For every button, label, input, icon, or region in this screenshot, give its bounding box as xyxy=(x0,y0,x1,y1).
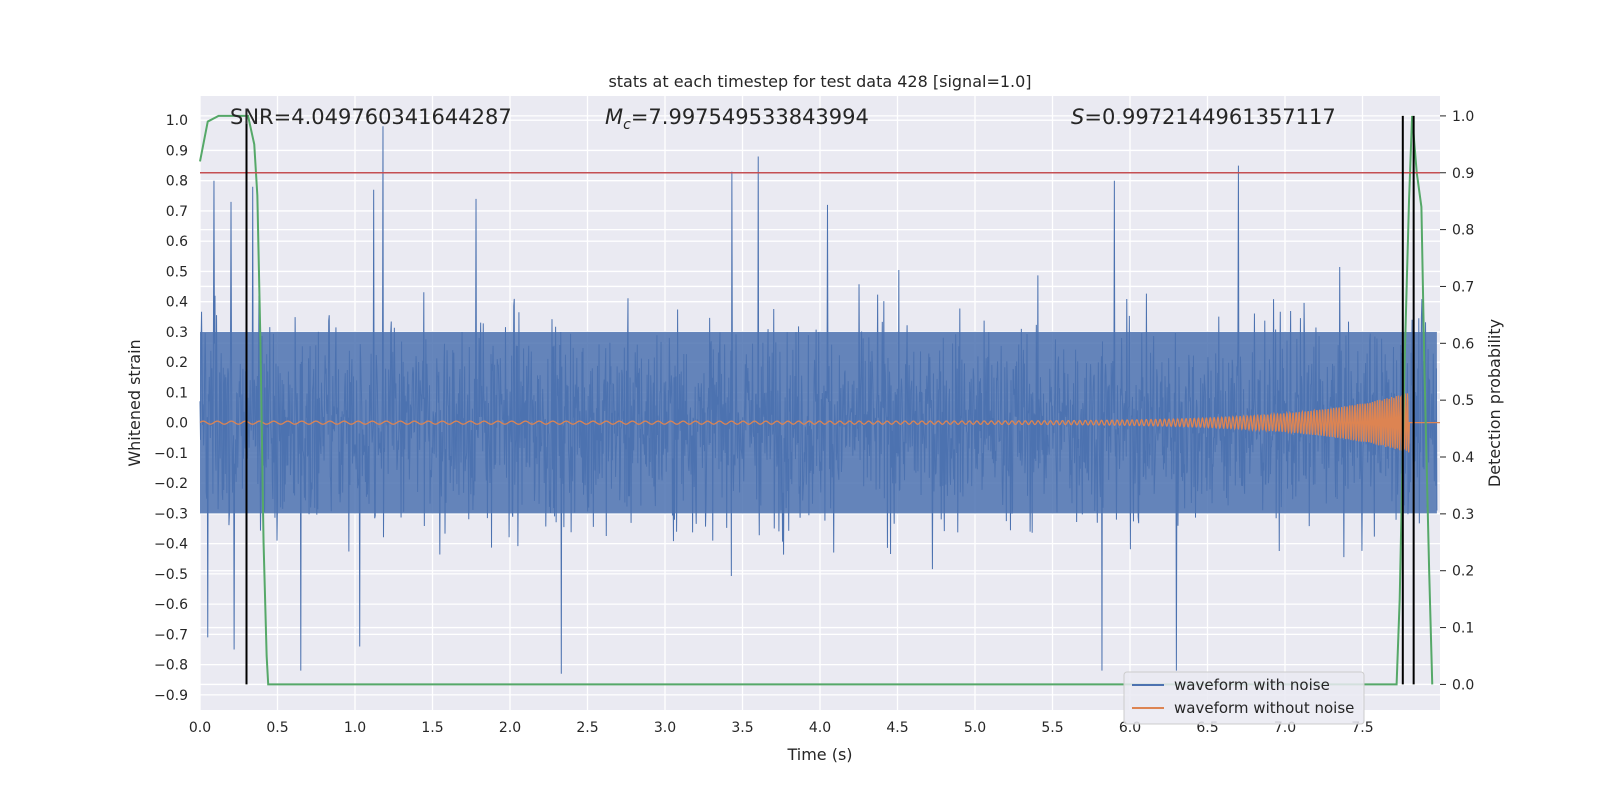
y-tick-label: 0.6 xyxy=(166,234,188,250)
y-tick-label: −0.1 xyxy=(154,446,188,462)
x-tick-label: 1.0 xyxy=(344,720,366,736)
x-tick-label: 5.0 xyxy=(964,720,986,736)
chirp-mass-subscript: c xyxy=(623,117,631,133)
y-tick-label: −0.7 xyxy=(154,627,188,643)
y-tick-label: 0.4 xyxy=(166,295,188,311)
y2-tick-label: 0.8 xyxy=(1452,223,1474,239)
y2-tick-label: 0.4 xyxy=(1452,450,1474,466)
y-tick-label: −0.9 xyxy=(154,688,188,704)
legend: waveform with noise waveform without noi… xyxy=(1123,671,1365,725)
snr-annotation: SNR=4.049760341644287 xyxy=(230,105,512,129)
s-annotation: S=0.9972144961357117 xyxy=(1071,105,1336,129)
x-tick-label: 2.0 xyxy=(499,720,521,736)
probability-line xyxy=(199,114,1434,686)
y2-axis-ticks: 0.0 0.1 0.2 0.3 0.4 0.5 0.6 0.7 0.8 0.9 1.0 xyxy=(1440,109,1474,693)
y-tick-label: 0.3 xyxy=(166,325,188,341)
y2-tick-label: 0.9 xyxy=(1452,166,1474,182)
s-symbol: S xyxy=(1071,105,1084,129)
y-tick-label: −0.4 xyxy=(154,537,188,553)
x-tick-label: 4.0 xyxy=(809,720,831,736)
y-tick-label: 0.7 xyxy=(166,204,188,220)
x-tick-label: 3.0 xyxy=(654,720,676,736)
chirp-mass-symbol: M xyxy=(605,105,623,129)
y-tick-label: 0.2 xyxy=(166,355,188,371)
chirp-mass-annotation: Mc=7.997549533843994 xyxy=(605,105,869,133)
y2-tick-label: 0.3 xyxy=(1452,507,1474,523)
x-axis-label: Time (s) xyxy=(786,745,852,764)
y2-axis-label: Detection probability xyxy=(1485,319,1504,487)
x-tick-label: 0.5 xyxy=(266,720,288,736)
x-tick-label: 0.0 xyxy=(189,720,211,736)
legend-label-noise: waveform with noise xyxy=(1174,676,1330,694)
y2-tick-label: 1.0 xyxy=(1452,109,1474,125)
series-waveform-without-noise xyxy=(199,393,1440,453)
series-detection-probability xyxy=(199,114,1434,686)
y2-tick-label: 0.7 xyxy=(1452,279,1474,295)
vertical-markers xyxy=(245,115,1415,685)
y2-tick-label: 0.2 xyxy=(1452,564,1474,580)
x-tick-label: 3.5 xyxy=(731,720,753,736)
y-axis-ticks: −0.9 −0.8 −0.7 −0.6 −0.5 −0.4 −0.3 −0.2 −0.1 0.0 0… xyxy=(154,113,188,704)
chart-title: stats at each timestep for test data 428… xyxy=(608,72,1031,91)
y-tick-label: −0.6 xyxy=(154,597,188,613)
y-tick-label: 0.5 xyxy=(166,264,188,280)
chirp-mass-value: =7.997549533843994 xyxy=(631,105,869,129)
y-tick-label: 0.1 xyxy=(166,385,188,401)
y-tick-label: 0.0 xyxy=(166,416,188,432)
y-tick-label: −0.8 xyxy=(154,658,188,674)
y-tick-label: −0.5 xyxy=(154,567,188,583)
s-value: =0.9972144961357117 xyxy=(1084,105,1335,129)
y-tick-label: 0.8 xyxy=(166,174,188,190)
legend-label-clean: waveform without noise xyxy=(1174,699,1354,717)
y-axis-label: Whitened strain xyxy=(125,339,144,466)
y-tick-label: −0.3 xyxy=(154,506,188,522)
y2-tick-label: 0.5 xyxy=(1452,393,1474,409)
y2-tick-label: 0.6 xyxy=(1452,336,1474,352)
x-tick-label: 5.5 xyxy=(1041,720,1063,736)
y-tick-label: −0.2 xyxy=(154,476,188,492)
y-tick-label: 1.0 xyxy=(166,113,188,129)
clean-line xyxy=(199,393,1440,453)
y-tick-label: 0.9 xyxy=(166,143,188,159)
x-tick-label: 2.5 xyxy=(576,720,598,736)
x-tick-label: 4.5 xyxy=(886,720,908,736)
legend-box xyxy=(1123,671,1365,725)
x-tick-label: 1.5 xyxy=(421,720,443,736)
y2-tick-label: 0.0 xyxy=(1452,677,1474,693)
y2-tick-label: 0.1 xyxy=(1452,621,1474,637)
